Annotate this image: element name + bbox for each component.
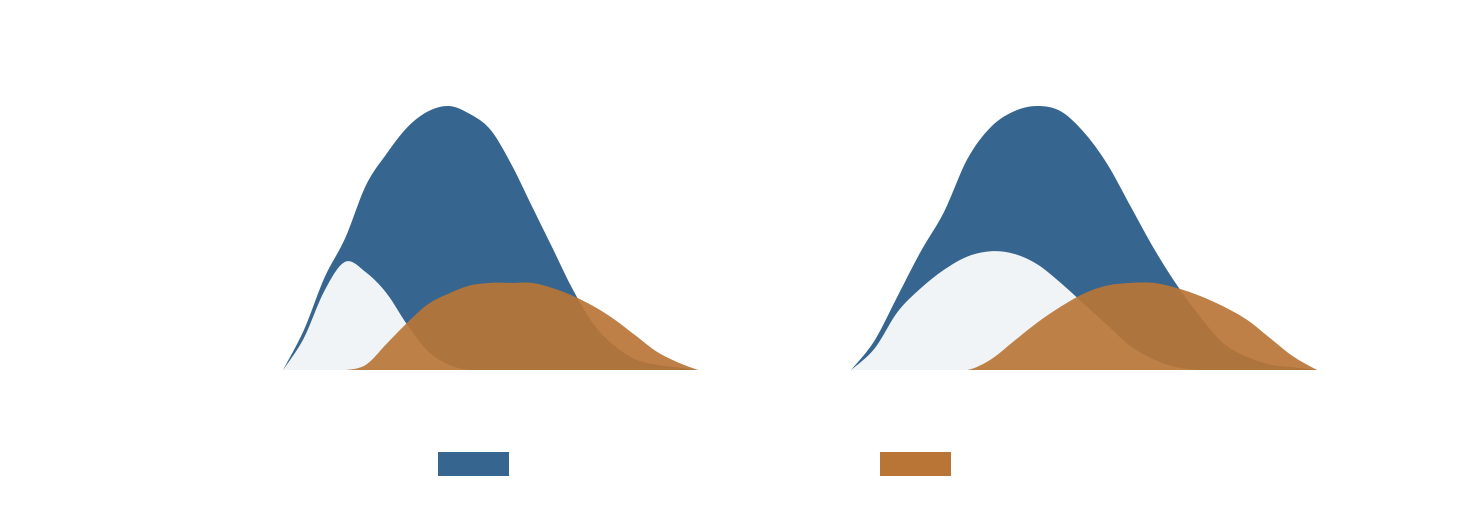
density-area	[283, 261, 698, 370]
legend-swatch	[880, 452, 951, 476]
density-area	[283, 282, 698, 370]
density-area	[851, 282, 1317, 370]
legend-swatch	[438, 452, 509, 476]
